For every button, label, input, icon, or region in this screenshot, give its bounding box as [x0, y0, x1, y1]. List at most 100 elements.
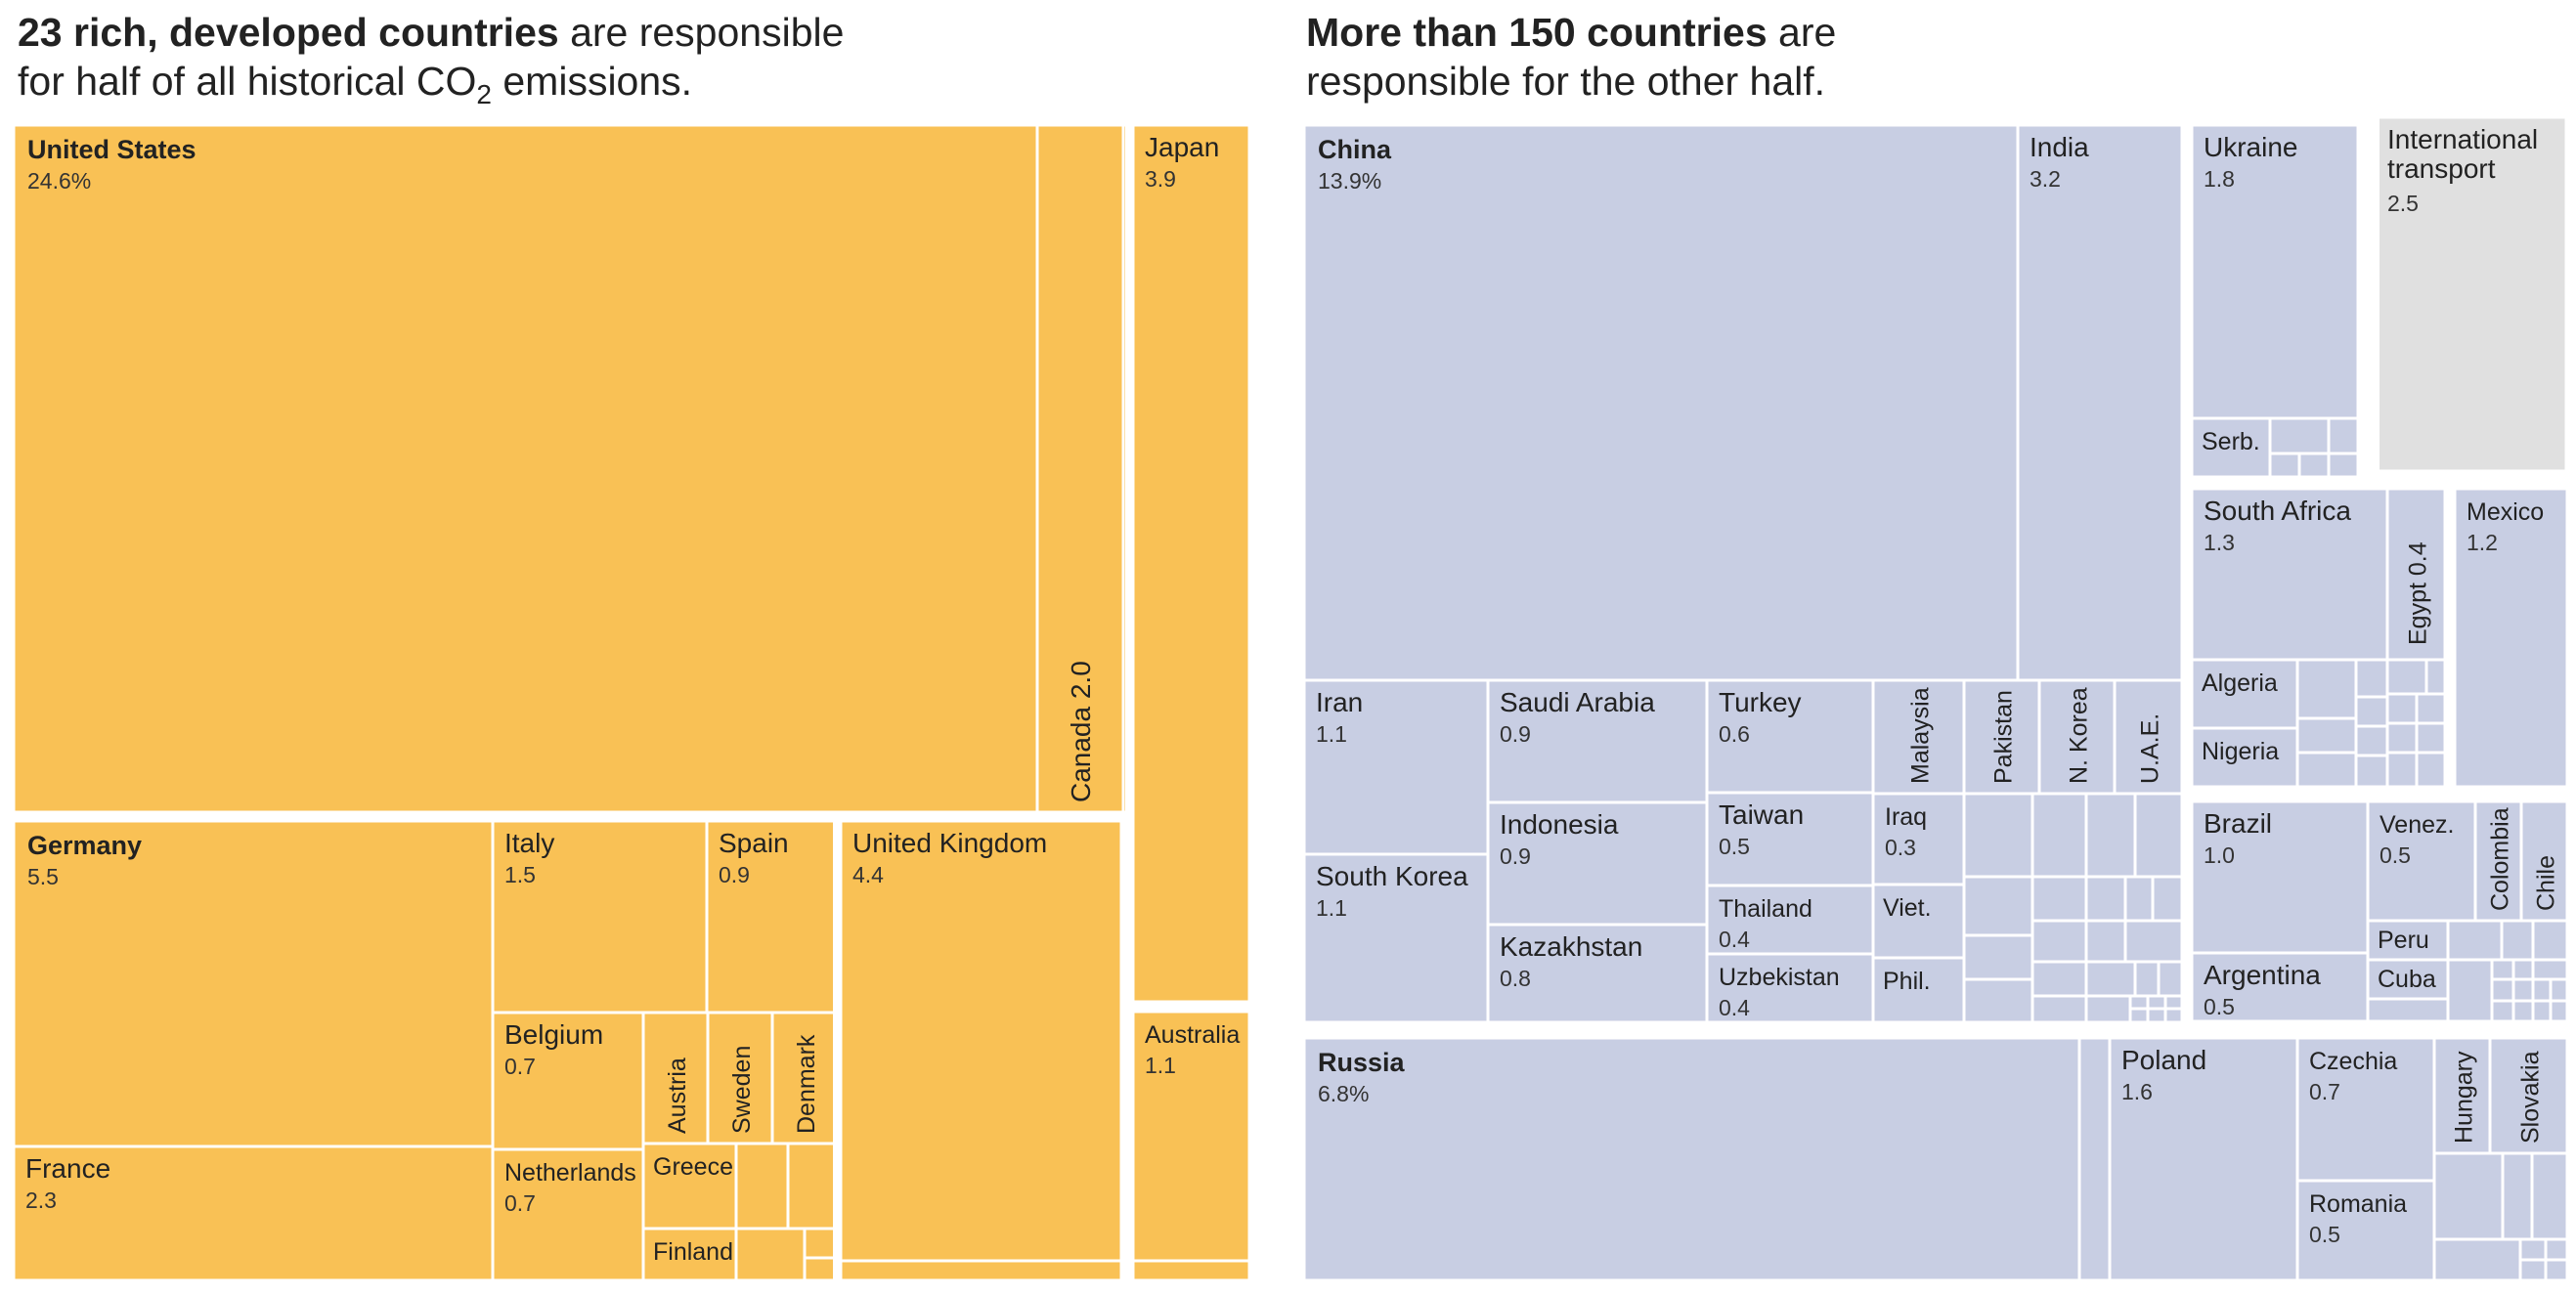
belgium-value: 0.7	[504, 1054, 536, 1079]
turkey-value: 0.6	[1719, 721, 1750, 747]
group-gap	[1125, 117, 1133, 1280]
france-label: France	[25, 1153, 110, 1184]
small-country-cell	[2123, 919, 2184, 964]
netherlands-label: Netherlands	[504, 1159, 636, 1187]
international-transport-value: 2.5	[2387, 191, 2419, 216]
headline-left-line1: 23 rich, developed countries are respons…	[18, 10, 845, 55]
argentina-value: 0.5	[2204, 994, 2235, 1019]
romania-cell	[2295, 1179, 2436, 1282]
venezuela-label: Venez.	[2380, 811, 2454, 839]
small-country-cell	[2354, 754, 2389, 789]
saudi-arabia-value: 0.9	[1500, 721, 1531, 747]
hungary-cell	[2432, 1036, 2492, 1155]
indonesia-label: Indonesia	[1500, 809, 1619, 840]
group-gap	[2445, 489, 2455, 787]
small-country-cell	[2030, 960, 2088, 998]
greece-label: Greece	[653, 1153, 733, 1181]
small-country-cell	[734, 1227, 807, 1282]
small-country-cell	[2268, 452, 2301, 479]
argentina-label: Argentina	[2204, 960, 2321, 990]
small-country-cell	[803, 1256, 839, 1282]
small-country-cell	[2511, 977, 2535, 1003]
group-gap	[2368, 477, 2376, 489]
small-country-cell	[2446, 919, 2504, 962]
small-country-cell	[2163, 994, 2184, 1011]
small-country-cell	[2530, 1151, 2569, 1241]
kazakhstan-cell	[1486, 923, 1709, 1024]
small-country-cell	[2157, 960, 2184, 998]
small-country-cell	[2385, 658, 2428, 696]
nigeria-cell	[2190, 726, 2299, 789]
sweden-label: Sweden	[728, 1046, 756, 1134]
slovakia-label: Slovakia	[2517, 1051, 2545, 1144]
egypt-label: Egypt 0.4	[2405, 541, 2432, 645]
international-transport-label: International	[2387, 124, 2538, 154]
cuba-cell	[2366, 958, 2450, 1001]
small-country-cell	[2518, 1258, 2548, 1282]
austria-label: Austria	[664, 1058, 691, 1134]
finland-label: Finland	[653, 1238, 733, 1266]
small-country-cell	[2151, 875, 2184, 923]
netherlands-value: 0.7	[504, 1190, 536, 1216]
south-africa-value: 1.3	[2204, 530, 2235, 555]
ukraine-label: Ukraine	[2204, 132, 2297, 162]
small-country-cell	[1962, 977, 2034, 1024]
greece-cell	[641, 1142, 738, 1230]
iran-label: Iran	[1316, 687, 1363, 717]
small-country-cell	[2084, 792, 2137, 879]
austria-cell	[641, 1011, 710, 1145]
small-country-cell	[2415, 751, 2447, 789]
hungary-label: Hungary	[2451, 1051, 2478, 1144]
taiwan-label: Taiwan	[1719, 799, 1804, 830]
small-country-cell	[786, 1142, 839, 1230]
thailand-label: Thailand	[1719, 895, 1812, 923]
finland-cell	[641, 1227, 738, 1282]
group-gap	[833, 813, 841, 1282]
small-country-cell	[839, 1259, 1123, 1282]
small-country-cell	[2128, 994, 2150, 1011]
headline-left: 23 rich, developed countries are respons…	[18, 8, 1230, 119]
iraq-cell	[1871, 792, 1966, 886]
small-country-cell	[2030, 994, 2088, 1024]
small-country-cell	[2385, 751, 2419, 789]
peru-cell	[2366, 919, 2450, 962]
small-country-cell	[2297, 452, 2331, 479]
group-gap	[2182, 117, 2192, 1026]
uae-label: U.A.E.	[2137, 713, 2164, 784]
france-value: 2.3	[25, 1187, 57, 1213]
iraq-value: 0.3	[1885, 835, 1916, 860]
vietnam-label: Viet.	[1883, 894, 1932, 922]
small-country-cell	[2511, 958, 2535, 981]
small-country-cell	[2077, 1036, 2112, 1282]
egypt-cell	[2385, 487, 2447, 662]
small-country-cell	[2424, 658, 2447, 696]
germany-label: Germany	[27, 831, 142, 860]
small-country-cell	[2128, 1007, 2150, 1024]
kazakhstan-value: 0.8	[1500, 966, 1531, 991]
small-country-cell	[2501, 1151, 2534, 1241]
belgium-label: Belgium	[504, 1019, 603, 1050]
romania-value: 0.5	[2309, 1222, 2340, 1247]
poland-value: 1.6	[2121, 1079, 2153, 1104]
algeria-label: Algeria	[2202, 669, 2278, 697]
small-country-cell	[2518, 1237, 2548, 1262]
small-country-cell	[1962, 933, 2034, 981]
spain-value: 0.9	[719, 862, 750, 887]
small-country-cell	[2354, 695, 2389, 728]
brazil-value: 1.0	[2204, 842, 2235, 868]
small-country-cell	[2030, 875, 2088, 923]
philippines-label: Phil.	[1883, 968, 1931, 995]
ukraine-cell	[2190, 123, 2360, 420]
small-country-cell	[2432, 1237, 2522, 1282]
cuba-label: Cuba	[2378, 966, 2436, 993]
italy-value: 1.5	[504, 862, 536, 887]
international-transport-cell	[2374, 115, 2568, 473]
taiwan-value: 0.5	[1719, 834, 1750, 859]
venezuela-value: 0.5	[2380, 842, 2411, 868]
south-africa-label: South Africa	[2204, 496, 2351, 526]
united-kingdom-cell	[839, 819, 1123, 1263]
australia-cell	[1131, 1010, 1251, 1263]
indonesia-value: 0.9	[1500, 843, 1531, 869]
small-country-cell	[2084, 960, 2137, 998]
headline-right-line2: responsible for the other half.	[1306, 59, 1826, 104]
